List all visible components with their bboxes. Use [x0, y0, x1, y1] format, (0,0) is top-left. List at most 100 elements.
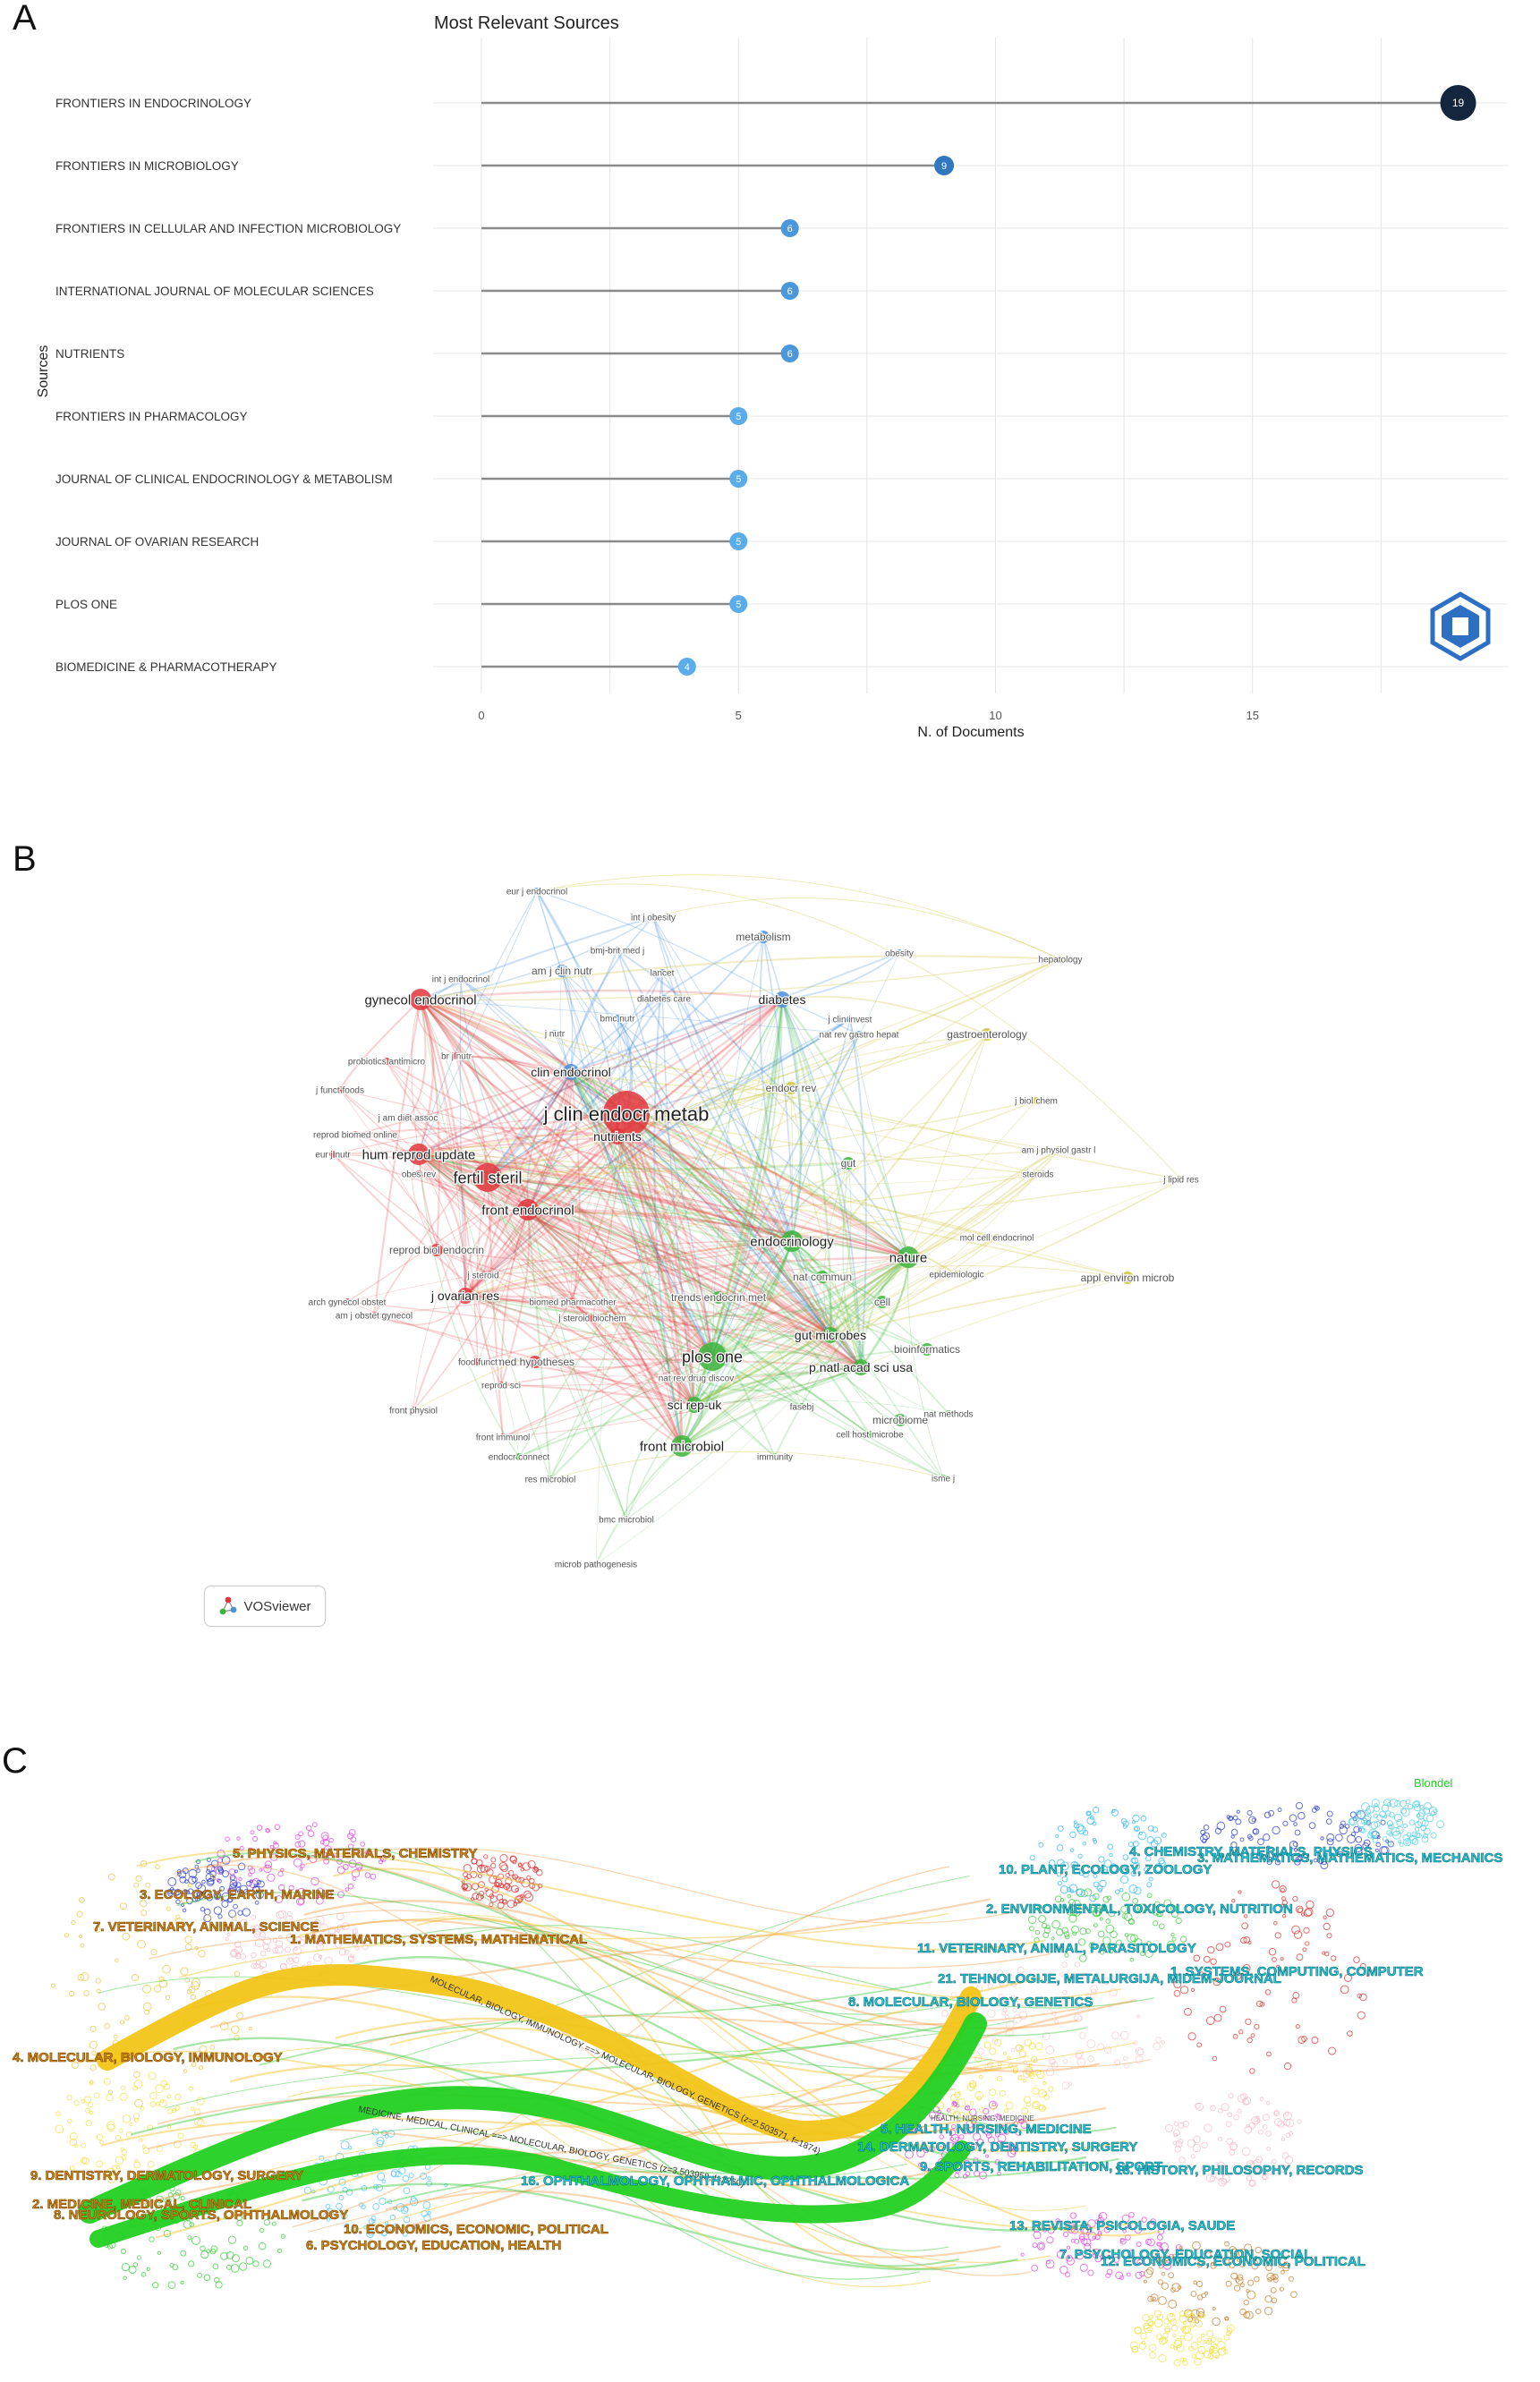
- map-point: [1238, 1890, 1242, 1894]
- network-node: [614, 947, 621, 954]
- map-point: [277, 1910, 286, 1918]
- network-edge: [339, 1089, 909, 1258]
- network-edge: [830, 1256, 909, 1336]
- map-point: [1144, 2269, 1153, 2278]
- map-point: [251, 1914, 257, 1920]
- map-point: [175, 1914, 181, 1920]
- map-point: [384, 2133, 389, 2139]
- map-point: [1005, 2020, 1015, 2029]
- map-point: [1172, 2334, 1177, 2338]
- map-point: [1196, 2336, 1203, 2343]
- network-edge: [652, 897, 1061, 960]
- map-point: [171, 2107, 177, 2114]
- map-point: [1228, 2246, 1238, 2255]
- map-point: [66, 2095, 72, 2101]
- map-point: [1045, 1924, 1051, 1930]
- network-node-label: microb pathogenesis: [555, 1561, 637, 1570]
- category-label: FRONTIERS IN MICROBIOLOGY: [55, 159, 239, 173]
- network-edge: [386, 1060, 529, 1211]
- map-point: [1200, 1834, 1208, 1842]
- map-link: [406, 1915, 1086, 2211]
- map-point: [421, 2209, 428, 2217]
- map-point: [1066, 2245, 1071, 2250]
- map-point: [1263, 1833, 1271, 1842]
- map-point: [376, 2140, 384, 2148]
- network-node: [1055, 1146, 1062, 1153]
- map-point: [483, 1854, 489, 1859]
- network-node-label: nat methods: [923, 1410, 973, 1420]
- map-point: [121, 2149, 127, 2156]
- map-point: [1226, 2327, 1233, 2334]
- x-tick-label: 0: [478, 709, 484, 722]
- map-point: [1140, 2332, 1147, 2340]
- network-edge: [561, 970, 574, 1073]
- map-point: [1092, 2253, 1097, 2258]
- network-node-label: front endocrinol: [481, 1203, 574, 1218]
- map-point: [1246, 2174, 1253, 2182]
- network-edge: [500, 1356, 713, 1386]
- citing-region-label: 3. ECOLOGY, EARTH, MARINE: [140, 1887, 335, 1902]
- map-point: [219, 2021, 229, 2031]
- map-point: [1161, 2040, 1165, 2045]
- map-point: [115, 2134, 122, 2140]
- network-edge: [464, 1295, 803, 1408]
- map-point: [1414, 1826, 1420, 1832]
- map-point: [1357, 1810, 1366, 1819]
- map-point: [50, 1983, 55, 1988]
- network-edge: [681, 1240, 794, 1447]
- network-edge: [790, 1087, 862, 1368]
- network-edge: [455, 1054, 572, 1073]
- map-point: [240, 1918, 248, 1927]
- map-point: [293, 1946, 302, 1955]
- map-point: [497, 1901, 505, 1910]
- x-tick-label: 5: [736, 709, 742, 722]
- network-edge: [346, 1240, 793, 1303]
- network-edge: [616, 1136, 684, 1447]
- map-point: [1423, 1833, 1428, 1839]
- network-edge: [625, 1256, 909, 1520]
- network-edge: [527, 1209, 713, 1357]
- map-point: [1005, 2101, 1014, 2110]
- map-point: [256, 1879, 262, 1885]
- grid-lines: [433, 38, 1508, 693]
- map-point: [1173, 2346, 1178, 2351]
- map-point: [167, 2191, 174, 2198]
- map-point: [193, 2117, 203, 2126]
- map-point: [1387, 1824, 1393, 1830]
- map-point: [533, 1867, 539, 1872]
- map-point: [1138, 1831, 1143, 1835]
- map-point: [1313, 1858, 1318, 1863]
- map-point: [1408, 1819, 1416, 1825]
- map-point: [1134, 1938, 1143, 1947]
- network-edge: [907, 1149, 1059, 1258]
- map-point: [1173, 2132, 1178, 2138]
- network-edge: [625, 1113, 949, 1415]
- map-point: [1057, 1825, 1064, 1832]
- map-point: [1195, 2280, 1204, 2288]
- map-point: [390, 2171, 397, 2177]
- map-point: [1073, 1861, 1078, 1867]
- map-point: [1385, 1810, 1391, 1816]
- map-point: [191, 1896, 199, 1902]
- network-edge: [570, 1071, 776, 1458]
- map-point: [1324, 1951, 1330, 1957]
- map-point: [185, 1890, 191, 1895]
- network-node: [822, 1327, 838, 1343]
- network-node-label: food funct: [458, 1358, 498, 1368]
- map-point: [1029, 1926, 1034, 1932]
- map-point: [444, 2182, 448, 2187]
- map-point: [227, 2235, 237, 2244]
- network-node-label: epidemiologic: [929, 1271, 983, 1280]
- map-point: [1291, 1997, 1298, 2003]
- map-point: [1430, 1832, 1437, 1839]
- map-point: [1028, 1915, 1037, 1925]
- map-point: [1087, 2269, 1094, 2276]
- map-point: [1347, 2030, 1353, 2037]
- network-edge: [455, 1055, 862, 1368]
- map-point: [217, 1858, 223, 1863]
- map-point: [226, 1932, 231, 1937]
- map-point: [194, 1864, 200, 1869]
- map-point: [159, 2099, 165, 2104]
- network-edge: [718, 1297, 831, 1338]
- network-edge: [570, 1071, 713, 1357]
